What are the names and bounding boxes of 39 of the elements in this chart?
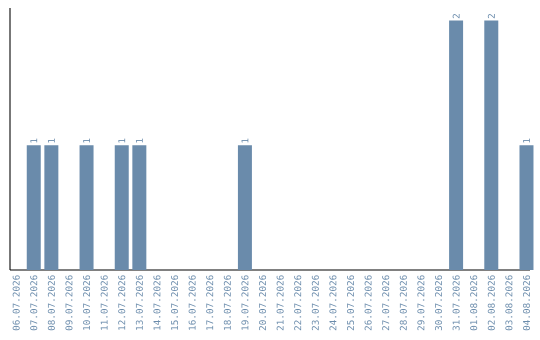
data-label: 1 <box>136 138 143 143</box>
data-label: 1 <box>83 138 90 143</box>
x-tick-label: 21.07.2026 <box>276 275 284 330</box>
x-tick-label: 06.07.2026 <box>12 275 20 330</box>
x-tick-label: 27.07.2026 <box>382 275 390 330</box>
x-tick-label: 04.08.2026 <box>522 275 530 330</box>
x-tick-label: 13.07.2026 <box>136 275 143 330</box>
x-tick-label: 28.07.2026 <box>400 275 407 330</box>
data-label: 2 <box>452 14 460 18</box>
x-tick-label: 14.07.2026 <box>153 275 160 330</box>
x-tick-label: 10.07.2026 <box>83 275 90 330</box>
x-tick-label: 07.07.2026 <box>30 275 38 330</box>
x-tick-label: 12.07.2026 <box>118 275 126 330</box>
x-tick-label: 01.08.2026 <box>470 275 478 330</box>
x-tick-label: 25.07.2026 <box>346 275 354 330</box>
x-tick-label: 03.08.2026 <box>505 275 512 330</box>
data-label: 2 <box>488 14 495 18</box>
data-label: 1 <box>30 138 38 143</box>
data-label: 1 <box>523 138 530 143</box>
data-label: 1 <box>242 138 248 143</box>
data-label: 1 <box>48 138 55 143</box>
x-tick-label: 22.07.2026 <box>294 275 302 330</box>
x-tick-label: 20.07.2026 <box>259 275 266 330</box>
x-tick-label: 09.07.2026 <box>65 275 72 330</box>
x-tick-label: 11.07.2026 <box>100 275 108 330</box>
x-tick-label: 23.07.2026 <box>312 275 319 330</box>
x-tick-label: 02.08.2026 <box>488 275 495 330</box>
x-tick-label: 19.07.2026 <box>241 275 248 330</box>
x-tick-label: 17.07.2026 <box>206 275 214 330</box>
data-label: 1 <box>118 138 126 143</box>
x-tick-label: 30.07.2026 <box>434 275 442 330</box>
x-tick-label: 15.07.2026 <box>171 275 178 330</box>
x-tick-label: 16.07.2026 <box>188 275 196 330</box>
x-tick-label: 24.07.2026 <box>329 275 336 330</box>
x-tick-label: 29.07.2026 <box>417 275 424 330</box>
x-tick-label: 08.07.2026 <box>48 275 55 330</box>
x-tick-label: 18.07.2026 <box>224 275 231 330</box>
x-tick-label: 31.07.2026 <box>452 275 460 330</box>
x-tick-label: 26.07.2026 <box>364 275 372 330</box>
